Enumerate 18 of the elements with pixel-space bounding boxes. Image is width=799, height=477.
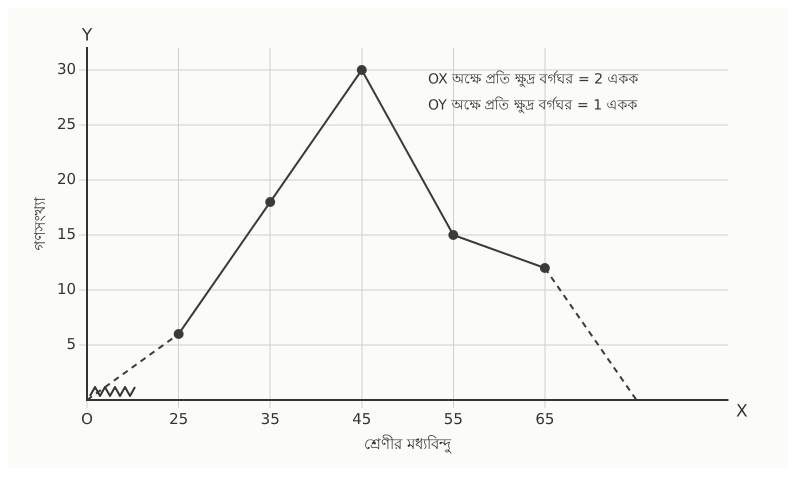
- y-tick-label: 15: [56, 224, 76, 243]
- annotation: OX অক্ষে প্রতি ক্ষুদ্র বর্গঘর = 2 একক: [428, 70, 639, 88]
- y-tick-label: 30: [56, 60, 76, 78]
- x-tick-label: 25: [169, 410, 188, 428]
- x-tick-label: 55: [444, 410, 463, 428]
- annotation: OY অক্ষে প্রতি ক্ষুদ্র বর্গঘর = 1 একক: [428, 96, 638, 114]
- y-tick-label: 10: [56, 280, 76, 298]
- text: X: [736, 401, 748, 422]
- y-tick-label: 5: [66, 334, 76, 353]
- x-tick-label: 35: [260, 410, 280, 428]
- x-tick-label: 45: [352, 410, 372, 428]
- y-tick-label: 25: [56, 114, 76, 133]
- x-axis-title: শ্রেণীর মধ্যবিন্দু: [364, 434, 452, 453]
- text: Y: [80, 25, 93, 46]
- x-tick-label: O: [81, 410, 93, 428]
- y-axis-title: গণসংখ্যা: [30, 196, 49, 250]
- y-tick-label: 20: [56, 170, 76, 188]
- x-tick-label: 65: [535, 410, 554, 428]
